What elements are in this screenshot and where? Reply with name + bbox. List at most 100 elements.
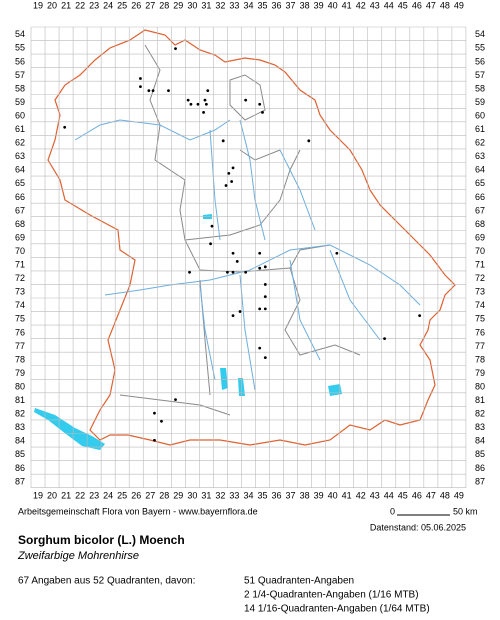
column-label: 38 bbox=[300, 490, 310, 500]
record-dot bbox=[258, 346, 262, 350]
column-label: 21 bbox=[61, 0, 71, 10]
column-label: 33 bbox=[229, 0, 239, 10]
record-dot bbox=[196, 102, 200, 106]
column-label: 22 bbox=[75, 0, 85, 10]
column-label: 34 bbox=[243, 490, 253, 500]
column-label: 43 bbox=[370, 0, 380, 10]
row-label: 56 bbox=[15, 56, 25, 66]
subtitle: Zweifarbige Mohrenhirse bbox=[17, 550, 139, 562]
row-label: 75 bbox=[475, 314, 485, 324]
column-label: 28 bbox=[159, 490, 169, 500]
row-label: 56 bbox=[475, 56, 485, 66]
column-label: 42 bbox=[356, 0, 366, 10]
record-dot bbox=[238, 310, 242, 313]
row-label: 76 bbox=[15, 327, 25, 337]
column-label: 26 bbox=[131, 0, 141, 10]
column-label: 22 bbox=[75, 490, 85, 500]
record-dot bbox=[263, 265, 267, 269]
column-label: 33 bbox=[229, 490, 239, 500]
record-dot bbox=[160, 419, 163, 423]
row-label: 64 bbox=[15, 165, 25, 175]
row-label: 59 bbox=[475, 97, 485, 107]
row-label: 57 bbox=[475, 70, 485, 80]
record-dot bbox=[167, 89, 170, 93]
row-label: 59 bbox=[15, 97, 25, 107]
record-dot bbox=[335, 251, 339, 255]
column-label: 42 bbox=[356, 490, 366, 500]
record-dot bbox=[202, 110, 205, 114]
row-label: 86 bbox=[15, 463, 25, 473]
record-dot bbox=[224, 184, 228, 187]
row-label: 85 bbox=[475, 449, 485, 459]
column-label: 27 bbox=[145, 490, 155, 500]
record-dot bbox=[244, 98, 248, 102]
column-label: 35 bbox=[257, 0, 267, 10]
column-label: 29 bbox=[173, 490, 183, 500]
stats-line: 2 1/4-Quadranten-Angaben (1/16 MTB) bbox=[244, 590, 419, 601]
stats-summary: 67 Angaben aus 52 Quadranten, davon: bbox=[18, 576, 195, 587]
row-label: 66 bbox=[475, 192, 485, 202]
row-label: 71 bbox=[475, 260, 485, 270]
row-label: 77 bbox=[475, 341, 485, 351]
column-label: 41 bbox=[342, 490, 352, 500]
row-label: 62 bbox=[15, 138, 25, 148]
column-label: 45 bbox=[398, 0, 408, 10]
column-label: 46 bbox=[412, 0, 422, 10]
column-label: 45 bbox=[398, 490, 408, 500]
lake-bodensee bbox=[34, 408, 105, 450]
record-dot bbox=[307, 139, 311, 143]
column-label: 27 bbox=[145, 0, 155, 10]
column-label: 20 bbox=[47, 0, 57, 10]
row-label: 83 bbox=[475, 422, 485, 432]
record-dot bbox=[221, 139, 225, 143]
row-label: 77 bbox=[15, 341, 25, 351]
record-dot bbox=[139, 85, 142, 89]
row-label: 61 bbox=[475, 124, 485, 134]
column-label: 25 bbox=[117, 0, 127, 10]
record-dot bbox=[174, 398, 177, 402]
row-label: 75 bbox=[15, 314, 25, 324]
row-label: 80 bbox=[475, 381, 485, 391]
row-label: 70 bbox=[475, 246, 485, 256]
column-label: 40 bbox=[328, 490, 338, 500]
scale-end: 50 km bbox=[453, 506, 478, 516]
row-label: 67 bbox=[15, 205, 25, 215]
district-borders bbox=[119, 44, 361, 416]
grid: 19 19 20 20 21 21 22 22 23 23 24 24 25 25 26 26 27 27 28 28… bbox=[15, 0, 485, 500]
column-label: 24 bbox=[103, 490, 113, 500]
stats-line: 51 Quadranten-Angaben bbox=[244, 576, 354, 587]
row-label: 63 bbox=[15, 151, 25, 161]
row-label: 54 bbox=[475, 29, 485, 39]
column-label: 39 bbox=[314, 490, 324, 500]
points bbox=[63, 47, 422, 442]
column-label: 37 bbox=[286, 490, 296, 500]
column-label: 36 bbox=[272, 0, 282, 10]
date: Datenstand: 05.06.2025 bbox=[370, 522, 466, 532]
column-label: 44 bbox=[384, 490, 394, 500]
row-label: 81 bbox=[15, 395, 25, 405]
row-label: 84 bbox=[475, 436, 485, 446]
record-dot bbox=[263, 307, 267, 311]
column-label: 48 bbox=[440, 490, 450, 500]
record-dot bbox=[263, 295, 267, 299]
record-dot bbox=[418, 314, 422, 318]
record-dot bbox=[209, 242, 212, 246]
column-label: 38 bbox=[300, 0, 310, 10]
record-dot bbox=[258, 102, 262, 106]
record-dot bbox=[151, 89, 155, 93]
row-label: 65 bbox=[15, 178, 25, 188]
row-label: 74 bbox=[475, 300, 485, 310]
column-label: 31 bbox=[201, 490, 211, 500]
record-dot bbox=[235, 260, 239, 263]
column-label: 40 bbox=[328, 0, 338, 10]
column-label: 34 bbox=[243, 0, 253, 10]
record-dot bbox=[204, 102, 208, 106]
column-label: 47 bbox=[426, 0, 436, 10]
column-label: 32 bbox=[215, 0, 225, 10]
row-label: 82 bbox=[15, 409, 25, 419]
column-label: 49 bbox=[454, 0, 464, 10]
column-label: 30 bbox=[187, 0, 197, 10]
row-label: 60 bbox=[15, 110, 25, 120]
record-dot bbox=[263, 283, 267, 286]
